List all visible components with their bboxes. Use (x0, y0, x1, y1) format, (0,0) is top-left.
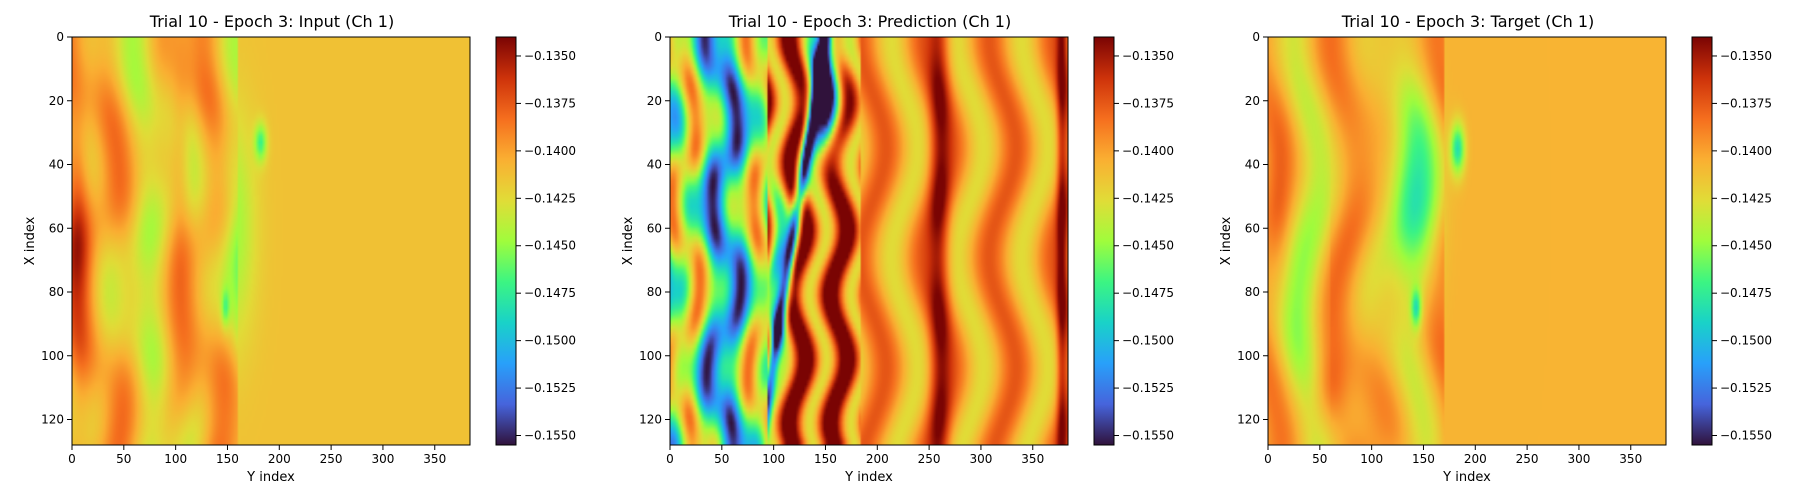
y-tick-label: 120 (41, 413, 64, 427)
colorbar-tick-label: −0.1450 (1720, 239, 1772, 253)
x-tick-label: 50 (116, 452, 131, 466)
y-tick-label: 20 (1245, 94, 1260, 108)
colorbar-tick-label: −0.1475 (1122, 286, 1174, 300)
y-tick-label: 40 (49, 158, 64, 172)
x-tick-label: 350 (423, 452, 446, 466)
axes-frame (669, 36, 1069, 446)
y-tick-label: 0 (56, 30, 64, 44)
colorbar-tick-label: −0.1400 (1122, 144, 1174, 158)
x-tick-label: 50 (1312, 452, 1327, 466)
y-tick-label: 20 (49, 94, 64, 108)
colorbar (1093, 36, 1115, 446)
y-tick-label: 0 (1252, 30, 1260, 44)
x-tick-label: 0 (68, 452, 76, 466)
y-axis-label: X index (1219, 216, 1234, 265)
y-tick-label: 40 (1245, 158, 1260, 172)
x-tick-label: 300 (969, 452, 992, 466)
x-tick-label: 150 (1412, 452, 1435, 466)
y-tick-label: 120 (1237, 413, 1260, 427)
colorbar-tick-label: −0.1500 (1122, 334, 1174, 348)
x-tick-label: 100 (762, 452, 785, 466)
x-tick-label: 250 (320, 452, 343, 466)
colorbar-tick-label: −0.1400 (1720, 144, 1772, 158)
colorbar-tick-label: −0.1400 (524, 144, 576, 158)
colorbar-tick-label: −0.1500 (1720, 334, 1772, 348)
heatmap-image-input (72, 37, 470, 445)
x-tick-label: 350 (1619, 452, 1642, 466)
colorbar-tick-label: −0.1550 (1720, 429, 1772, 443)
x-tick-label: 200 (866, 452, 889, 466)
colorbar-tick-label: −0.1375 (1720, 96, 1772, 110)
colorbar-tick-label: −0.1475 (524, 286, 576, 300)
y-tick-label: 60 (1245, 221, 1260, 235)
colorbar-tick-label: −0.1550 (524, 429, 576, 443)
colorbar-tick-label: −0.1425 (1122, 191, 1174, 205)
x-axis-label: Y index (1442, 470, 1491, 485)
heatmap-image-prediction (670, 37, 1068, 445)
y-tick-label: 100 (41, 349, 64, 363)
colorbar (1691, 36, 1713, 446)
y-tick-label: 0 (654, 30, 662, 44)
colorbar-tick-label: −0.1450 (1122, 239, 1174, 253)
x-tick-label: 100 (1360, 452, 1383, 466)
panel-title-prediction: Trial 10 - Epoch 3: Prediction (Ch 1) (728, 12, 1012, 31)
colorbar-tick-label: −0.1475 (1720, 286, 1772, 300)
y-tick-label: 80 (1245, 285, 1260, 299)
x-tick-label: 100 (164, 452, 187, 466)
x-tick-label: 350 (1021, 452, 1044, 466)
panel-title-target: Trial 10 - Epoch 3: Target (Ch 1) (1341, 12, 1595, 31)
y-tick-label: 60 (647, 221, 662, 235)
y-tick-label: 100 (639, 349, 662, 363)
colorbar-tick-label: −0.1525 (1122, 381, 1174, 395)
panel-title-input: Trial 10 - Epoch 3: Input (Ch 1) (149, 12, 395, 31)
y-tick-label: 80 (49, 285, 64, 299)
x-tick-label: 300 (371, 452, 394, 466)
axes-frame (71, 36, 471, 446)
colorbar-tick-label: −0.1350 (1720, 49, 1772, 63)
heatmap-image-target (1268, 37, 1666, 445)
x-tick-label: 0 (1264, 452, 1272, 466)
y-tick-label: 80 (647, 285, 662, 299)
x-tick-label: 250 (918, 452, 941, 466)
y-tick-label: 40 (647, 158, 662, 172)
colorbar-tick-label: −0.1525 (524, 381, 576, 395)
x-axis-label: Y index (246, 470, 295, 485)
y-axis-label: X index (23, 216, 38, 265)
colorbar-tick-label: −0.1500 (524, 334, 576, 348)
x-tick-label: 150 (216, 452, 239, 466)
colorbar-tick-label: −0.1350 (524, 49, 576, 63)
colorbar-tick-label: −0.1425 (524, 191, 576, 205)
x-tick-label: 300 (1567, 452, 1590, 466)
x-tick-label: 200 (1464, 452, 1487, 466)
x-axis-label: Y index (844, 470, 893, 485)
y-tick-label: 60 (49, 221, 64, 235)
colorbar-tick-label: −0.1525 (1720, 381, 1772, 395)
x-tick-label: 250 (1516, 452, 1539, 466)
y-tick-label: 100 (1237, 349, 1260, 363)
y-axis-label: X index (621, 216, 636, 265)
colorbar (495, 36, 517, 446)
colorbar-tick-label: −0.1350 (1122, 49, 1174, 63)
y-tick-label: 20 (647, 94, 662, 108)
axes-frame (1267, 36, 1667, 446)
y-tick-label: 120 (639, 413, 662, 427)
x-tick-label: 150 (814, 452, 837, 466)
x-tick-label: 200 (268, 452, 291, 466)
colorbar-tick-label: −0.1550 (1122, 429, 1174, 443)
x-tick-label: 0 (666, 452, 674, 466)
colorbar-tick-label: −0.1425 (1720, 191, 1772, 205)
colorbar-tick-label: −0.1375 (1122, 96, 1174, 110)
colorbar-tick-label: −0.1375 (524, 96, 576, 110)
colorbar-tick-label: −0.1450 (524, 239, 576, 253)
x-tick-label: 50 (714, 452, 729, 466)
